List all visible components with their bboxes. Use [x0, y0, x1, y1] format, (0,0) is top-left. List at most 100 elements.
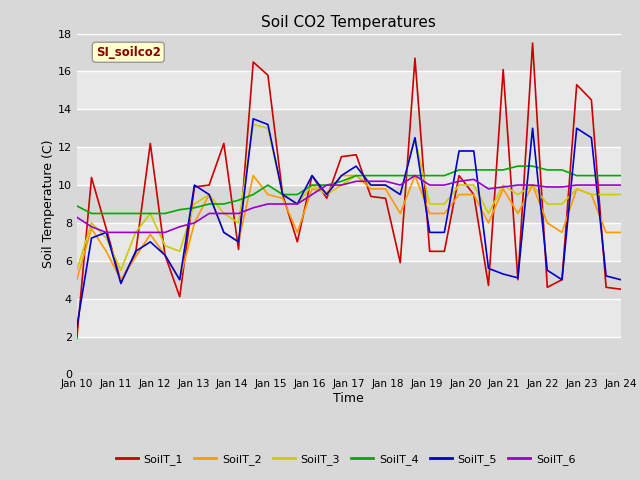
SoilT_3 [455, 182, 463, 188]
SoilT_6 [220, 211, 228, 216]
SoilT_3 [602, 192, 610, 197]
SoilT_1 [499, 67, 507, 72]
SoilT_5 [411, 135, 419, 141]
SoilT_3 [381, 182, 389, 188]
SoilT_4 [440, 173, 448, 179]
SoilT_2 [323, 190, 331, 195]
SoilT_2 [161, 252, 169, 258]
SoilT_1 [367, 193, 374, 199]
SoilT_5 [308, 173, 316, 179]
SoilT_3 [235, 220, 243, 226]
SoilT_3 [102, 235, 110, 241]
SoilT_2 [132, 254, 140, 260]
SoilT_4 [88, 211, 95, 216]
SoilT_3 [294, 201, 301, 207]
SoilT_3 [279, 192, 287, 197]
SoilT_1 [235, 247, 243, 252]
SoilT_2 [308, 186, 316, 192]
SoilT_5 [102, 229, 110, 235]
SoilT_1 [161, 252, 169, 258]
SoilT_1 [396, 260, 404, 265]
SoilT_6 [88, 224, 95, 229]
SoilT_1 [411, 55, 419, 61]
SoilT_3 [88, 220, 95, 226]
SoilT_6 [235, 211, 243, 216]
SoilT_6 [176, 224, 184, 229]
SoilT_1 [191, 184, 198, 190]
SoilT_2 [455, 192, 463, 197]
Legend: SoilT_1, SoilT_2, SoilT_3, SoilT_4, SoilT_5, SoilT_6: SoilT_1, SoilT_2, SoilT_3, SoilT_4, Soil… [111, 450, 580, 469]
SoilT_6 [455, 179, 463, 184]
SoilT_5 [191, 182, 198, 188]
SoilT_6 [411, 173, 419, 179]
SoilT_3 [338, 182, 346, 188]
SoilT_3 [250, 121, 257, 127]
SoilT_1 [102, 226, 110, 231]
X-axis label: Time: Time [333, 392, 364, 405]
SoilT_6 [543, 184, 551, 190]
SoilT_3 [514, 192, 522, 197]
SoilT_6 [323, 182, 331, 188]
SoilT_2 [426, 211, 433, 216]
SoilT_3 [205, 192, 213, 197]
SoilT_4 [617, 173, 625, 179]
SoilT_3 [161, 243, 169, 249]
SoilT_1 [308, 173, 316, 179]
SoilT_2 [279, 195, 287, 201]
SoilT_5 [264, 121, 272, 127]
Bar [77, 109, 621, 147]
Bar [77, 336, 621, 374]
SoilT_3 [617, 192, 625, 197]
SoilT_5 [176, 277, 184, 283]
SoilT_5 [132, 249, 140, 254]
SoilT_4 [499, 167, 507, 173]
SoilT_1 [381, 195, 389, 201]
SoilT_3 [499, 182, 507, 188]
SoilT_1 [573, 82, 580, 87]
SoilT_3 [484, 211, 492, 216]
SoilT_5 [484, 265, 492, 271]
SoilT_4 [161, 211, 169, 216]
SoilT_2 [411, 173, 419, 179]
SoilT_2 [440, 211, 448, 216]
SoilT_1 [543, 285, 551, 290]
SoilT_4 [102, 211, 110, 216]
SoilT_3 [411, 135, 419, 141]
SoilT_2 [88, 226, 95, 231]
SoilT_3 [440, 201, 448, 207]
SoilT_6 [279, 201, 287, 207]
SoilT_3 [573, 186, 580, 192]
Bar [77, 299, 621, 336]
SoilT_2 [147, 231, 154, 237]
SoilT_1 [338, 154, 346, 159]
SoilT_4 [308, 182, 316, 188]
SoilT_4 [396, 173, 404, 179]
SoilT_5 [470, 148, 477, 154]
SoilT_2 [367, 186, 374, 192]
SoilT_5 [294, 201, 301, 207]
SoilT_3 [529, 182, 536, 188]
SoilT_6 [102, 229, 110, 235]
SoilT_1 [470, 192, 477, 197]
SoilT_2 [102, 249, 110, 254]
SoilT_3 [264, 125, 272, 131]
SoilT_5 [88, 235, 95, 241]
SoilT_6 [558, 184, 566, 190]
SoilT_4 [338, 179, 346, 184]
SoilT_5 [529, 125, 536, 131]
SoilT_4 [573, 173, 580, 179]
SoilT_4 [558, 167, 566, 173]
SoilT_4 [250, 192, 257, 197]
SoilT_6 [352, 179, 360, 184]
SoilT_4 [588, 173, 595, 179]
SoilT_6 [367, 179, 374, 184]
SoilT_6 [147, 229, 154, 235]
SoilT_2 [529, 182, 536, 188]
SoilT_4 [294, 192, 301, 197]
Y-axis label: Soil Temperature (C): Soil Temperature (C) [42, 140, 55, 268]
SoilT_4 [279, 192, 287, 197]
SoilT_4 [411, 173, 419, 179]
SoilT_2 [396, 211, 404, 216]
SoilT_6 [573, 182, 580, 188]
SoilT_6 [588, 182, 595, 188]
